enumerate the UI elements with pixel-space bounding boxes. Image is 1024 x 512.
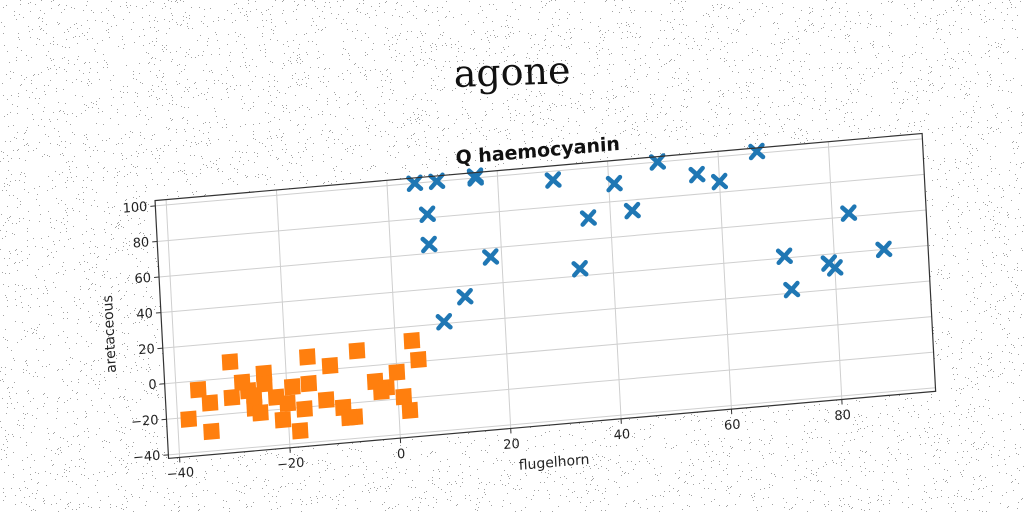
series-0-point xyxy=(775,247,793,266)
series-0-point xyxy=(820,254,838,272)
y-tick-label: 40 xyxy=(136,306,153,322)
series-0-point xyxy=(418,205,436,224)
series-1-point xyxy=(252,404,269,422)
series-1-point xyxy=(274,411,292,429)
series-1-point xyxy=(388,363,406,382)
y-tick-label: 60 xyxy=(134,271,151,287)
x-tick-label: 80 xyxy=(834,408,851,424)
y-tick-label: 20 xyxy=(138,342,155,358)
series-1-point xyxy=(348,342,366,360)
series-1-point xyxy=(340,408,358,427)
y-gridline xyxy=(168,387,936,456)
series-1-point xyxy=(221,353,239,371)
series-1-point xyxy=(201,394,219,412)
y-tick-label: −20 xyxy=(131,413,159,430)
series-0-point xyxy=(605,174,623,193)
series-0-point xyxy=(688,165,706,184)
series-0-point xyxy=(428,172,446,191)
y-gridline xyxy=(164,316,932,385)
series-0-point xyxy=(579,209,597,227)
series-0-point xyxy=(406,174,424,193)
series-1-point xyxy=(245,386,263,405)
series-1-point xyxy=(223,388,241,407)
series-1-point xyxy=(372,382,390,401)
series-1-point xyxy=(296,400,313,418)
series-0-point xyxy=(648,153,667,171)
series-0-point xyxy=(482,248,500,266)
y-gridline xyxy=(162,280,930,349)
series-0-point xyxy=(623,201,641,220)
y-tick-label: −40 xyxy=(133,449,161,466)
y-gridline xyxy=(157,173,925,242)
series-1-point xyxy=(291,422,309,440)
scatter-plot: −40 −20 0 20 40 60 80 −40 −20 0 20 40 60 80 100 flugelh… xyxy=(100,132,937,483)
series-1-point xyxy=(395,388,413,406)
series-1-point xyxy=(401,401,419,420)
y-axis-label: aretaceous xyxy=(100,294,120,373)
series-1-point xyxy=(321,356,339,375)
series-0-point xyxy=(466,169,484,187)
series-0-point xyxy=(840,204,858,222)
y-gridline xyxy=(159,209,927,278)
series-1-point xyxy=(403,331,421,350)
series-1-point xyxy=(410,351,427,369)
series-0-point xyxy=(875,240,893,259)
series-0-point xyxy=(710,172,729,191)
series-1-point xyxy=(279,394,297,413)
series-1-point xyxy=(298,348,316,366)
x-tick-label: 40 xyxy=(613,427,630,443)
series-1-point xyxy=(317,391,335,409)
series-0-point xyxy=(435,312,453,331)
series-1-point xyxy=(203,422,220,441)
y-tick-label: 0 xyxy=(148,377,157,393)
series-1-point xyxy=(300,374,318,393)
y-gridline xyxy=(160,244,929,314)
x-axis-label: flugelhorn xyxy=(518,452,589,474)
series-0-point xyxy=(571,260,589,278)
x-tick-label: −20 xyxy=(277,456,305,473)
plot-area xyxy=(155,133,936,459)
x-tick-label: 20 xyxy=(503,437,520,453)
x-gridline xyxy=(607,160,622,419)
plot-container: −40 −20 0 20 40 60 80 −40 −20 0 20 40 60 80 100 flugelh… xyxy=(62,72,958,508)
x-gridline xyxy=(717,151,732,410)
series-1-point xyxy=(233,373,251,391)
x-tick-label: 0 xyxy=(397,447,406,463)
y-gridline xyxy=(155,138,923,207)
x-tick-label: 60 xyxy=(724,417,741,433)
series-1-point xyxy=(283,378,301,396)
series-0-point xyxy=(544,171,562,189)
series-0-point xyxy=(783,280,801,299)
series-1-point xyxy=(180,410,198,428)
x-gridline xyxy=(165,199,181,458)
series-0-point xyxy=(420,235,438,254)
y-tick-label: 80 xyxy=(132,235,149,251)
x-tick-label: −40 xyxy=(166,465,194,482)
series-0-point xyxy=(456,287,474,306)
series-1-point xyxy=(189,381,207,399)
y-tick-label: 100 xyxy=(122,200,148,217)
plot-frame xyxy=(154,132,937,460)
x-gridline xyxy=(496,170,512,429)
